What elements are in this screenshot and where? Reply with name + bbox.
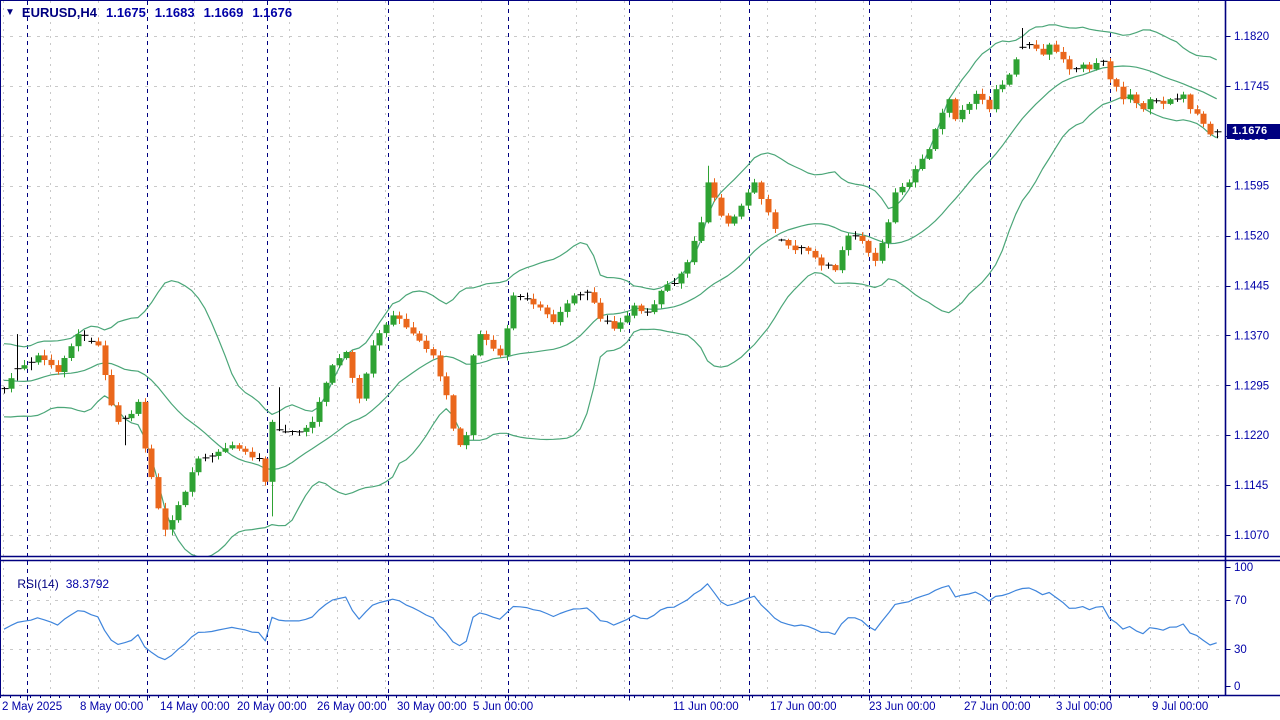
svg-text:23 Jun 00:00: 23 Jun 00:00: [869, 701, 936, 713]
svg-text:70: 70: [1234, 595, 1247, 607]
svg-text:20 May 00:00: 20 May 00:00: [237, 701, 307, 713]
grid-minor-horizontal: [1, 36, 1224, 650]
grid-major-vertical: [27, 1, 1111, 696]
rsi-value: 38.3792: [65, 577, 110, 591]
svg-text:0: 0: [1234, 681, 1240, 693]
svg-text:3 Jul 00:00: 3 Jul 00:00: [1056, 701, 1112, 713]
time-axis: 2 May 2025 8 May 00:00 14 May 00:00 20 May …: [0, 695, 1219, 713]
current-price-tag: 1.1676: [1227, 124, 1280, 139]
rsi-name: RSI(14): [17, 577, 59, 591]
svg-text:2 May 2025: 2 May 2025: [2, 701, 62, 713]
chart-frame: [0, 0, 1280, 697]
svg-text:26 May 00:00: 26 May 00:00: [317, 701, 387, 713]
bollinger-bands: [3, 24, 1217, 556]
quote-low: 1.1669: [203, 5, 244, 20]
svg-text:17 Jun 00:00: 17 Jun 00:00: [770, 701, 837, 713]
svg-text:1.1370: 1.1370: [1234, 330, 1269, 342]
svg-text:11 Jun 00:00: 11 Jun 00:00: [673, 701, 739, 713]
symbol-dropdown-icon[interactable]: ▼: [5, 7, 15, 18]
svg-text:5 Jun 00:00: 5 Jun 00:00: [473, 701, 533, 713]
rsi-line: [3, 583, 1217, 661]
svg-text:30 May 00:00: 30 May 00:00: [397, 701, 467, 713]
svg-text:8 May 00:00: 8 May 00:00: [80, 701, 143, 713]
rsi-axis: 100 70 30 0: [1225, 562, 1253, 693]
candles: [1, 28, 1222, 537]
svg-text:1.1820: 1.1820: [1234, 31, 1269, 43]
rsi-indicator-label: RSI(14) 38.3792: [4, 563, 109, 605]
quote-high: 1.1683: [154, 5, 195, 20]
quote-open: 1.1675: [106, 5, 146, 20]
svg-text:14 May 00:00: 14 May 00:00: [160, 701, 230, 713]
quote-close: 1.1676: [252, 5, 293, 20]
svg-text:30: 30: [1234, 644, 1247, 656]
svg-text:27 Jun 00:00: 27 Jun 00:00: [964, 701, 1031, 713]
svg-text:100: 100: [1234, 562, 1253, 574]
svg-text:1.1445: 1.1445: [1234, 281, 1269, 293]
svg-text:1.1295: 1.1295: [1234, 380, 1269, 392]
price-axis: 1.18201.17451.16701.15951.15201.14451.13…: [1225, 31, 1269, 542]
svg-text:1.1520: 1.1520: [1234, 231, 1269, 243]
svg-text:1.1595: 1.1595: [1234, 181, 1269, 193]
svg-text:1.1220: 1.1220: [1234, 430, 1269, 442]
svg-text:1.1745: 1.1745: [1234, 81, 1269, 93]
grid-minor-vertical: [3, 1, 1199, 696]
symbol-timeframe-label: EURUSD,H4: [21, 5, 98, 20]
chart-title-bar: ▼ EURUSD,H4 1.1675 1.1683 1.1669 1.1676: [5, 5, 292, 20]
svg-text:1.1070: 1.1070: [1234, 530, 1269, 542]
svg-text:1.1145: 1.1145: [1234, 480, 1268, 492]
svg-text:9 Jul 00:00: 9 Jul 00:00: [1152, 701, 1208, 713]
